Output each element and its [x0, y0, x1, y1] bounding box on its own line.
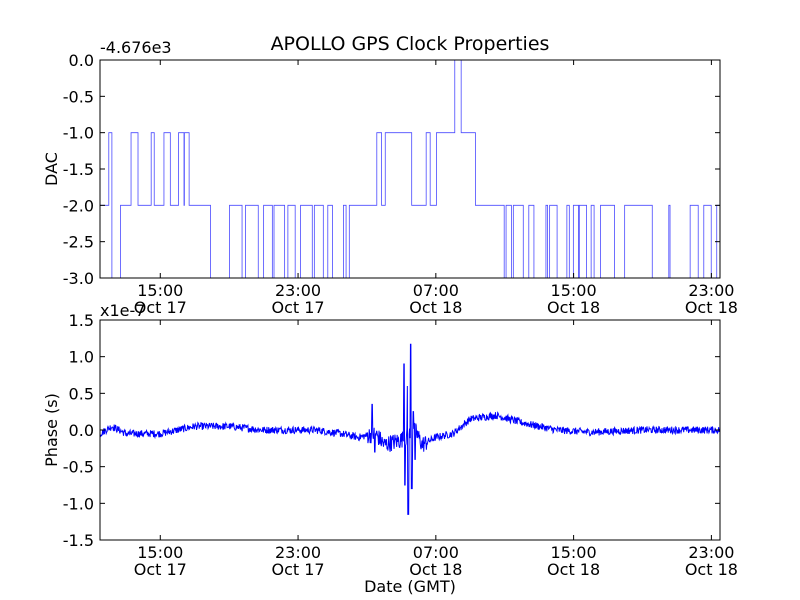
y-tick-label: 1.0 [69, 348, 94, 367]
x-tick-label-time: 15:00 [137, 543, 183, 562]
x-tick-label-date: Oct 18 [547, 560, 600, 579]
y-tick-label: -1.0 [63, 494, 94, 513]
phase-y-ticks: -1.5 -1.0 -0.5 0.0 0.5 1.0 1.5 [63, 311, 720, 550]
x-tick-label-date: Oct 17 [272, 560, 325, 579]
y-tick-label: 0.5 [69, 384, 94, 403]
y-tick-label: -3.0 [63, 269, 94, 288]
y-tick-label: -0.5 [63, 87, 94, 106]
y-tick-label: -1.5 [63, 531, 94, 550]
y-tick-label: 0.0 [69, 421, 94, 440]
x-tick-label-time: 23:00 [688, 543, 734, 562]
x-tick-label-date: Oct 18 [685, 298, 738, 317]
phase-y-axis-label: Phase (s) [42, 393, 61, 467]
x-tick-label-time: 23:00 [688, 281, 734, 300]
dac-series-line [100, 60, 720, 278]
x-tick-label-time: 23:00 [275, 281, 321, 300]
dac-y-ticks: -3.0 -2.5 -2.0 -1.5 -1.0 -0.5 0.0 [63, 51, 720, 288]
x-tick-label-time: 07:00 [413, 281, 459, 300]
phase-x-axis-label: Date (GMT) [364, 577, 456, 596]
x-tick-label-date: Oct 18 [409, 560, 462, 579]
y-tick-label: -1.5 [63, 160, 94, 179]
dac-series [100, 60, 720, 278]
chart-title: APOLLO GPS Clock Properties [271, 33, 550, 55]
x-tick-label-date: Oct 17 [272, 298, 325, 317]
phase-offset-label: x1e-7 [100, 301, 145, 320]
dac-offset-label: -4.676e3 [100, 38, 172, 57]
phase-series-line [100, 343, 720, 515]
x-tick-label-time: 15:00 [551, 543, 597, 562]
x-tick-label-time: 07:00 [413, 543, 459, 562]
x-tick-label-date: Oct 18 [685, 560, 738, 579]
y-tick-label: -2.5 [63, 233, 94, 252]
y-tick-label: -0.5 [63, 458, 94, 477]
x-tick-label-date: Oct 18 [547, 298, 600, 317]
y-tick-label: 0.0 [69, 51, 94, 70]
phase-series [100, 343, 720, 515]
dac-y-axis-label: DAC [42, 152, 61, 186]
x-tick-label-time: 15:00 [551, 281, 597, 300]
y-tick-label: 1.5 [69, 311, 94, 330]
x-tick-label-time: 23:00 [275, 543, 321, 562]
x-tick-label-date: Oct 18 [409, 298, 462, 317]
y-tick-label: -1.0 [63, 124, 94, 143]
x-tick-label-date: Oct 17 [134, 560, 187, 579]
y-tick-label: -2.0 [63, 196, 94, 215]
x-tick-label-time: 15:00 [137, 281, 183, 300]
dac-plot-area [100, 60, 720, 278]
x-tick-label-date: Oct 17 [134, 298, 187, 317]
